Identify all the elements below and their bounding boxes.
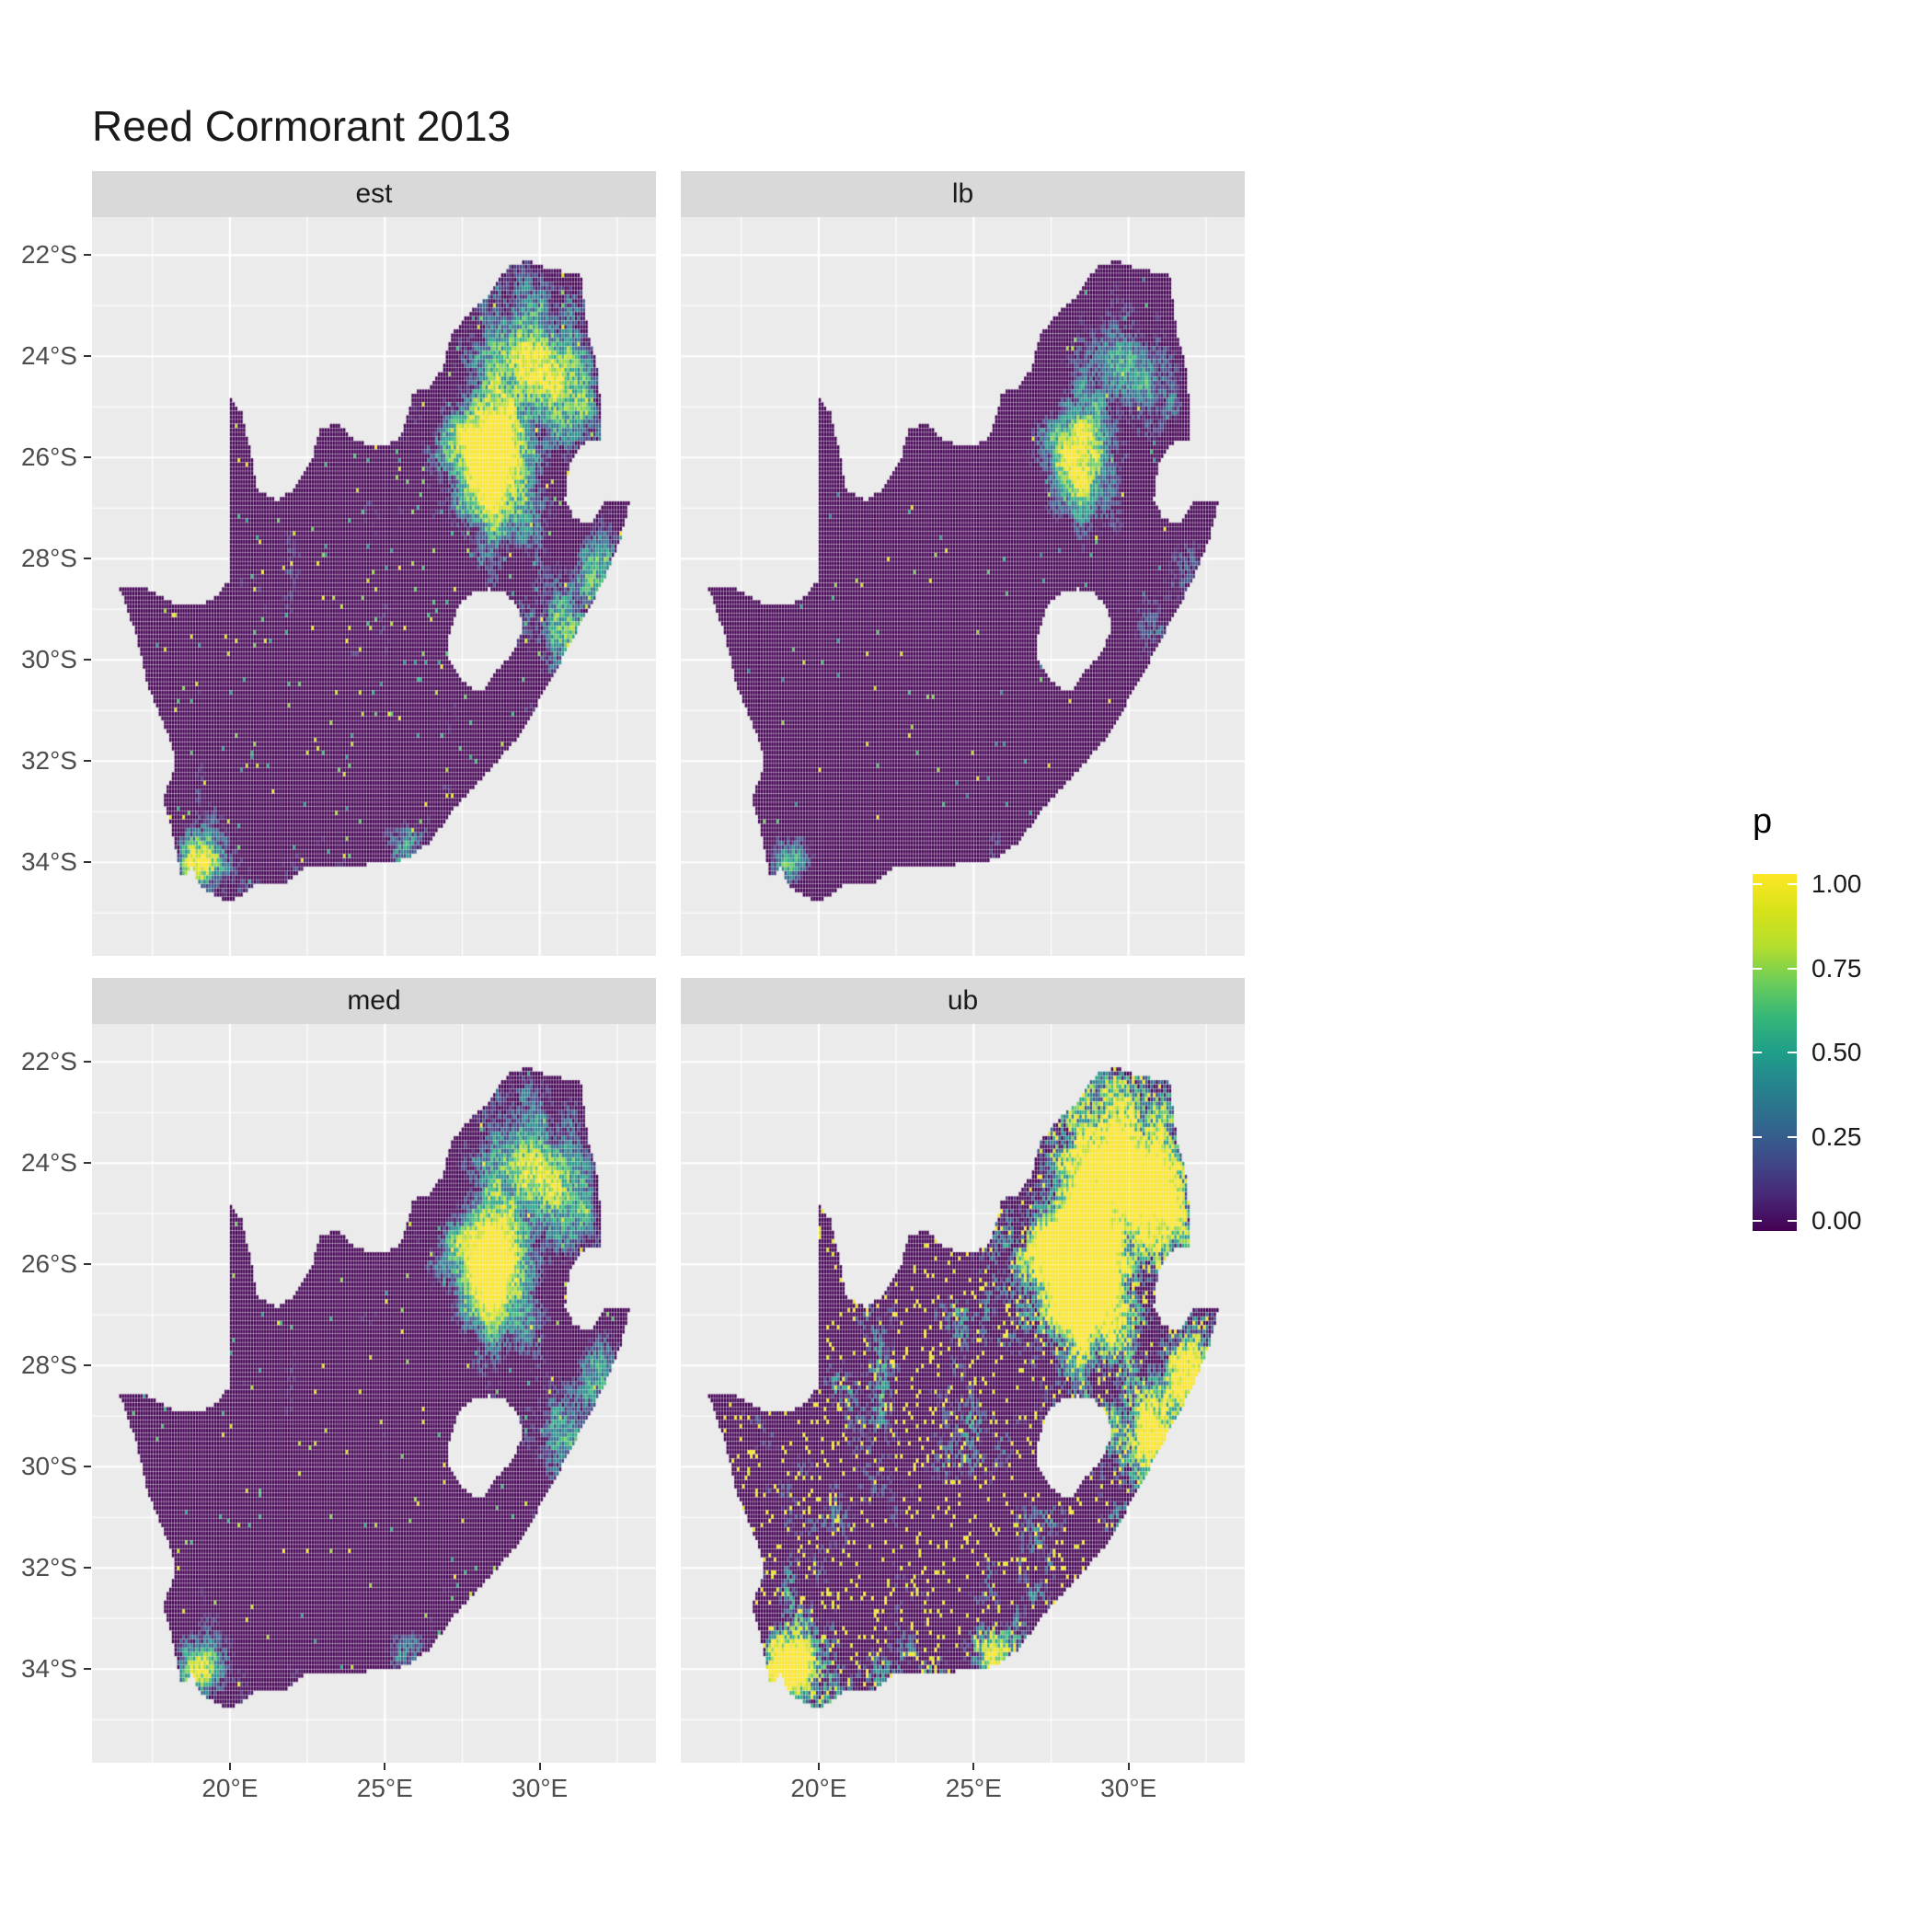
legend-colorbar-tick bbox=[1753, 1052, 1762, 1053]
facet-lb: lb bbox=[681, 171, 1245, 956]
y-axis-tick-mark bbox=[84, 1567, 91, 1570]
x-axis-tick-mark bbox=[1127, 1763, 1130, 1770]
facet-strip-med: med bbox=[92, 978, 656, 1024]
y-axis-tick-label: 30°S bbox=[20, 1452, 77, 1481]
y-axis-tick-mark bbox=[84, 558, 91, 560]
x-axis-tick-mark bbox=[228, 1763, 231, 1770]
legend-tick-label: 0.50 bbox=[1811, 1038, 1862, 1066]
y-axis-tick-label: 32°S bbox=[20, 1553, 77, 1582]
legend-tick-label: 0.25 bbox=[1811, 1121, 1862, 1151]
facet-med: med bbox=[92, 978, 656, 1763]
facet-strip-label-med: med bbox=[347, 985, 401, 1016]
y-axis-tick-label: 28°S bbox=[20, 544, 77, 573]
y-axis-tick-mark bbox=[84, 456, 91, 459]
y-axis-tick-label: 24°S bbox=[20, 1148, 77, 1178]
map-canvas-est bbox=[92, 217, 656, 956]
x-axis-tick-label: 20°E bbox=[790, 1774, 847, 1802]
legend-title: p bbox=[1753, 802, 1773, 841]
y-axis-tick-label: 32°S bbox=[20, 746, 77, 776]
x-axis-tick-mark bbox=[972, 1763, 975, 1770]
map-canvas-lb bbox=[681, 217, 1245, 956]
y-axis-tick-label: 26°S bbox=[20, 443, 77, 472]
legend-tick-label: 0.75 bbox=[1811, 953, 1862, 983]
x-axis-tick-mark bbox=[384, 1763, 386, 1770]
facet-est: est bbox=[92, 171, 656, 956]
y-axis-tick-mark bbox=[84, 659, 91, 661]
legend-colorbar-tick bbox=[1753, 1135, 1762, 1138]
facet-strip-label-est: est bbox=[355, 178, 393, 209]
y-axis-tick-label: 28°S bbox=[20, 1351, 77, 1380]
y-axis-tick-mark bbox=[84, 1061, 91, 1064]
y-axis-tick-label: 34°S bbox=[20, 847, 77, 877]
y-axis-tick-mark bbox=[84, 254, 91, 257]
chart-title: Reed Cormorant 2013 bbox=[92, 102, 512, 150]
x-axis-tick-label: 30°E bbox=[1100, 1774, 1157, 1802]
facet-strip-est: est bbox=[92, 171, 656, 217]
facet-strip-label-ub: ub bbox=[947, 985, 979, 1016]
facet-strip-lb: lb bbox=[681, 171, 1245, 217]
facet-strip-ub: ub bbox=[681, 978, 1245, 1024]
legend-colorbar-tick bbox=[1788, 1135, 1797, 1138]
legend-tick-label: 1.00 bbox=[1811, 869, 1862, 898]
legend-colorbar-tick bbox=[1788, 1052, 1797, 1053]
y-axis-tick-label: 22°S bbox=[20, 1047, 77, 1076]
y-axis-tick-label: 34°S bbox=[20, 1654, 77, 1684]
map-canvas-ub bbox=[681, 1024, 1245, 1763]
y-axis-tick-label: 24°S bbox=[20, 341, 77, 371]
facet-strip-label-lb: lb bbox=[951, 178, 974, 209]
x-axis-tick-mark bbox=[817, 1763, 820, 1770]
legend-colorbar-tick bbox=[1788, 967, 1797, 970]
x-axis-tick-label: 25°E bbox=[945, 1774, 1002, 1802]
x-axis-tick-label: 20°E bbox=[201, 1774, 259, 1802]
y-axis-tick-label: 26°S bbox=[20, 1249, 77, 1279]
legend-colorbar-tick bbox=[1753, 1220, 1762, 1222]
x-axis-tick-label: 25°E bbox=[356, 1774, 413, 1802]
y-axis-tick-mark bbox=[84, 1263, 91, 1266]
x-axis-tick-mark bbox=[538, 1763, 541, 1770]
x-axis-tick-label: 30°E bbox=[512, 1774, 569, 1802]
legend-colorbar-tick bbox=[1788, 883, 1797, 885]
y-axis-tick-label: 30°S bbox=[20, 645, 77, 674]
facet-ub: ub bbox=[681, 978, 1245, 1763]
y-axis-tick-mark bbox=[84, 1364, 91, 1367]
y-axis-tick-mark bbox=[84, 1466, 91, 1468]
y-axis-tick-label: 22°S bbox=[20, 240, 77, 270]
legend-colorbar-tick bbox=[1753, 883, 1762, 885]
legend-colorbar-tick bbox=[1753, 967, 1762, 970]
legend-colorbar-tick bbox=[1788, 1220, 1797, 1222]
legend-tick-label: 0.00 bbox=[1811, 1206, 1862, 1235]
y-axis-tick-mark bbox=[84, 1668, 91, 1671]
y-axis-tick-mark bbox=[84, 760, 91, 763]
map-canvas-med bbox=[92, 1024, 656, 1763]
y-axis-tick-mark bbox=[84, 355, 91, 358]
y-axis-tick-mark bbox=[84, 861, 91, 864]
y-axis-tick-mark bbox=[84, 1162, 91, 1165]
